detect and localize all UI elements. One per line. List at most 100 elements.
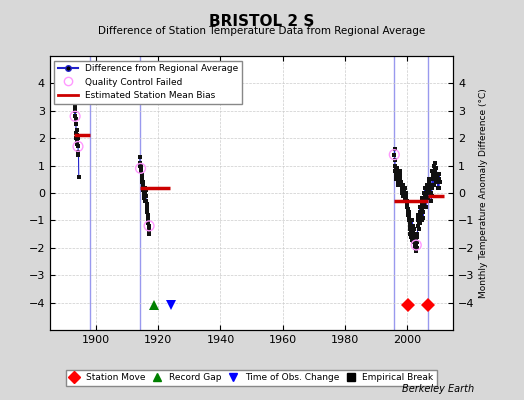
Point — [136, 154, 144, 160]
Point — [145, 226, 153, 232]
Point — [143, 206, 151, 213]
Point — [401, 192, 410, 199]
Point — [430, 182, 439, 188]
Point — [407, 223, 415, 229]
Point — [72, 130, 80, 136]
Point — [399, 190, 407, 196]
Point — [435, 176, 443, 182]
Point — [397, 182, 405, 188]
Point — [423, 195, 431, 202]
Point — [72, 121, 80, 128]
Point — [402, 195, 410, 202]
Point — [417, 214, 425, 221]
Point — [422, 187, 431, 194]
Point — [140, 184, 148, 191]
Point — [431, 160, 439, 166]
Point — [423, 190, 431, 196]
Point — [428, 168, 436, 174]
Point — [140, 190, 148, 196]
Point — [142, 198, 150, 204]
Point — [434, 176, 443, 182]
Point — [414, 214, 422, 221]
Point — [413, 244, 421, 251]
Point — [139, 192, 148, 199]
Point — [410, 244, 419, 251]
Point — [72, 140, 81, 147]
Point — [143, 204, 151, 210]
Text: Berkeley Earth: Berkeley Earth — [402, 384, 474, 394]
Point — [395, 176, 403, 182]
Point — [141, 192, 149, 199]
Point — [412, 234, 421, 240]
Point — [403, 204, 412, 210]
Point — [397, 184, 406, 191]
Point — [420, 192, 429, 199]
Point — [420, 198, 429, 204]
Point — [144, 214, 152, 221]
Point — [391, 171, 400, 177]
Point — [417, 209, 425, 215]
Point — [431, 168, 439, 174]
Point — [410, 239, 419, 246]
Point — [71, 105, 80, 111]
Point — [399, 184, 407, 191]
Point — [74, 173, 83, 180]
Point — [424, 195, 432, 202]
Point — [425, 182, 433, 188]
Point — [144, 212, 152, 218]
Point — [408, 236, 416, 243]
Point — [412, 239, 421, 246]
Point — [390, 146, 399, 152]
Point — [409, 228, 417, 234]
Point — [411, 231, 419, 237]
Point — [145, 231, 153, 237]
Point — [400, 192, 408, 199]
Point — [429, 162, 438, 169]
Point — [407, 231, 416, 237]
Point — [137, 165, 146, 172]
Point — [428, 184, 436, 191]
Point — [433, 179, 441, 185]
Point — [71, 116, 80, 122]
Point — [399, 192, 408, 199]
Point — [426, 190, 434, 196]
Text: BRISTOL 2 S: BRISTOL 2 S — [209, 14, 315, 29]
Point — [390, 152, 398, 158]
Y-axis label: Monthly Temperature Anomaly Difference (°C): Monthly Temperature Anomaly Difference (… — [479, 88, 488, 298]
Point — [144, 220, 152, 226]
Point — [402, 190, 410, 196]
Point — [400, 190, 408, 196]
Point — [74, 143, 82, 150]
Point — [408, 226, 416, 232]
Point — [423, 187, 432, 194]
Point — [73, 132, 81, 139]
Point — [416, 214, 424, 221]
Point — [397, 179, 405, 185]
Point — [74, 143, 82, 150]
Point — [410, 226, 418, 232]
Point — [424, 184, 433, 191]
Point — [138, 176, 146, 182]
Point — [405, 209, 413, 215]
Legend: Station Move, Record Gap, Time of Obs. Change, Empirical Break: Station Move, Record Gap, Time of Obs. C… — [66, 370, 437, 386]
Point — [406, 220, 414, 226]
Point — [137, 171, 146, 177]
Point — [414, 220, 423, 226]
Point — [433, 171, 441, 177]
Point — [416, 209, 424, 215]
Point — [411, 236, 420, 243]
Point — [432, 179, 440, 185]
Point — [413, 231, 421, 237]
Point — [73, 135, 82, 141]
Point — [406, 226, 414, 232]
Point — [136, 162, 145, 169]
Point — [434, 171, 442, 177]
Point — [395, 182, 403, 188]
Point — [418, 217, 426, 224]
Point — [404, 212, 412, 218]
Point — [71, 108, 79, 114]
Point — [432, 165, 441, 172]
Point — [405, 217, 413, 224]
Point — [143, 209, 151, 215]
Point — [425, 179, 434, 185]
